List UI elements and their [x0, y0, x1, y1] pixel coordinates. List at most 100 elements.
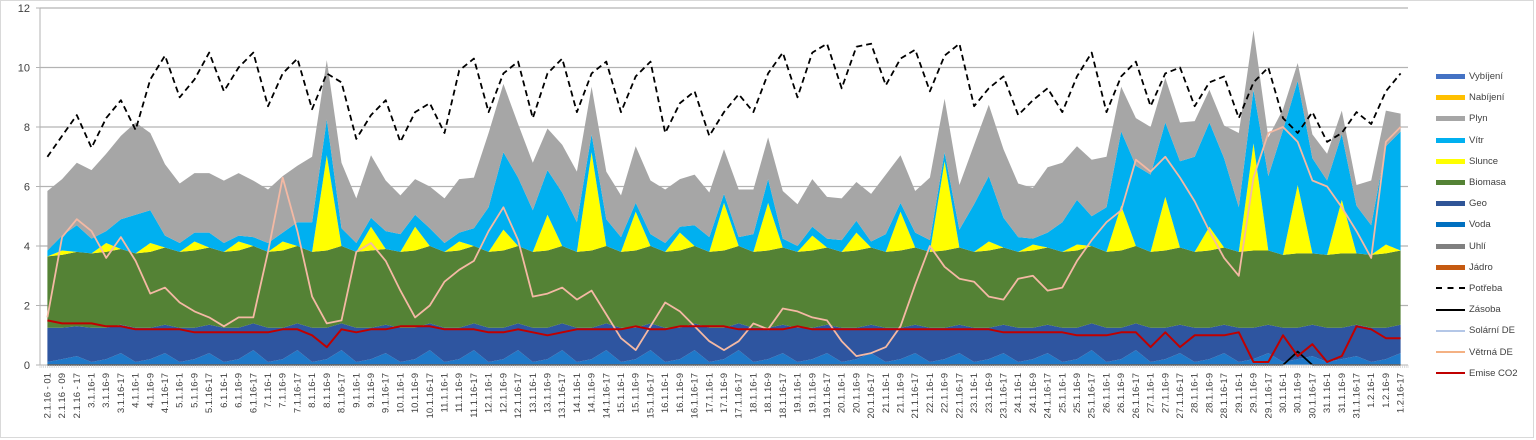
- legend-item: Vítr: [1436, 130, 1536, 151]
- legend-swatch: [1436, 95, 1465, 101]
- legend-swatch: [1436, 222, 1465, 228]
- x-tick-label: 3.1.16-17: [116, 373, 127, 413]
- y-tick-label: 10: [18, 63, 30, 75]
- x-tick-label: 10.1.16-9: [410, 373, 421, 413]
- x-tick-label: 2.1.16 - 01: [42, 373, 53, 418]
- x-tick-label: 17.1.16-1: [704, 373, 715, 413]
- x-tick-label: 28.1.16-17: [1219, 373, 1230, 418]
- x-tick-label: 9.1.16-9: [366, 373, 377, 408]
- x-tick-label: 11.1.16-1: [440, 373, 451, 412]
- x-tick-label: 8.1.16-9: [322, 373, 333, 408]
- legend-label: Nabíjení: [1469, 92, 1505, 104]
- y-tick-label: 2: [24, 301, 30, 313]
- x-tick-label: 3.1.16-1: [87, 373, 98, 408]
- legend-item: Slunce: [1436, 151, 1536, 172]
- legend-item: Potřeba: [1436, 278, 1536, 299]
- legend-item: Uhlí: [1436, 236, 1536, 257]
- x-tick-label: 16.1.16-17: [690, 373, 701, 418]
- x-tick-label: 10.1.16-1: [395, 373, 406, 413]
- x-tick-label: 27.1.16-17: [1175, 373, 1186, 418]
- x-tick-label: 24.1.16-1: [1013, 373, 1024, 413]
- area-voda: [47, 350, 1401, 365]
- x-tick-label: 28.1.16-9: [1204, 373, 1215, 413]
- x-tick-label: 10.1.16-17: [425, 373, 436, 418]
- x-tick-label: 20.1.16-1: [837, 373, 848, 413]
- legend-label: Uhlí: [1469, 240, 1486, 252]
- x-tick-label: 7.1.16-17: [292, 373, 303, 413]
- y-axis: 0 2 4 6 8 10 12: [18, 3, 41, 372]
- x-tick-label: 11.1.16-17: [469, 373, 480, 418]
- legend-swatch: [1436, 74, 1465, 80]
- x-tick-label: 16.1.16-9: [675, 373, 686, 413]
- legend-item: Solární DE: [1436, 320, 1536, 341]
- x-tick-label: 23.1.16-9: [984, 373, 995, 413]
- x-tick-label: 25.1.16-17: [1087, 373, 1098, 418]
- x-tick-label: 15.1.16-1: [616, 373, 627, 413]
- x-tick-label: 18.1.16-9: [763, 373, 774, 413]
- x-tick-label: 2.1.16 - 17: [72, 373, 83, 418]
- legend-label: Vybíjení: [1469, 71, 1503, 83]
- line-v-trn-de: [46, 126, 1402, 357]
- x-tick-label: 8.1.16-1: [307, 373, 318, 408]
- x-tick-label: 31.1.16-17: [1352, 373, 1363, 418]
- legend-line-icon: [1436, 308, 1465, 311]
- x-tick-label: 30.1.16-9: [1293, 373, 1304, 413]
- legend-swatch: [1436, 116, 1465, 122]
- legend-label: Větrná DE: [1469, 346, 1513, 358]
- x-tick-label: 4.1.16-1: [131, 373, 142, 408]
- x-tick-label: 6.1.16-1: [219, 373, 230, 408]
- x-tick-label: 14.1.16-17: [601, 373, 612, 418]
- x-tick-label: 29.1.16-17: [1263, 373, 1274, 418]
- legend-swatch: [1436, 201, 1465, 207]
- legend-label: Jádro: [1469, 261, 1493, 273]
- x-tick-label: 31.1.16-9: [1337, 373, 1348, 413]
- legend-item: Voda: [1436, 214, 1536, 235]
- legend-item: Plyn: [1436, 108, 1536, 129]
- y-tick-label: 12: [18, 3, 30, 15]
- x-tick-label: 4.1.16-17: [160, 373, 171, 413]
- legend-item: Zásoba: [1436, 299, 1536, 320]
- legend-label: Zásoba: [1469, 304, 1501, 316]
- x-tick-label: 2.1.16 - 09: [57, 373, 68, 418]
- x-tick-label: 31.1.16-1: [1322, 373, 1333, 413]
- x-tick-label: 1.2.16-1: [1366, 373, 1377, 408]
- legend-label: Biomasa: [1469, 177, 1506, 189]
- y-tick-label: 4: [24, 241, 30, 253]
- x-tick-label: 26.1.16-1: [1102, 373, 1113, 413]
- x-tick-label: 24.1.16-9: [1028, 373, 1039, 413]
- x-tick-label: 25.1.16-9: [1072, 373, 1083, 413]
- x-tick-label: 22.1.16-1: [925, 373, 936, 413]
- x-tick-label: 24.1.16-17: [1043, 373, 1054, 418]
- x-tick-label: 21.1.16-9: [896, 373, 907, 413]
- x-tick-label: 30.1.16-1: [1278, 373, 1289, 413]
- x-tick-label: 4.1.16-9: [145, 373, 156, 408]
- x-tick-label: 17.1.16-9: [719, 373, 730, 413]
- x-tick-label: 19.1.16-1: [793, 373, 804, 413]
- x-tick-label: 7.1.16-1: [263, 373, 274, 408]
- x-tick-label: 26.1.16-17: [1131, 373, 1142, 418]
- x-tick-label: 12.1.16-9: [498, 373, 509, 413]
- y-tick-label: 6: [24, 182, 30, 194]
- x-tick-label: 6.1.16-9: [234, 373, 245, 408]
- x-tick-label: 20.1.16-17: [866, 373, 877, 418]
- x-tick-label: 23.1.16-1: [969, 373, 980, 413]
- legend-label: Voda: [1469, 219, 1491, 231]
- legend-label: Solární DE: [1469, 325, 1515, 337]
- legend-label: Potřeba: [1469, 282, 1503, 294]
- legend-label: Vítr: [1469, 134, 1484, 146]
- legend: Vybíjení Nabíjení Plyn Vítr Slunce Biomasa Geo…: [1436, 66, 1536, 384]
- y-tick-label: 0: [24, 360, 30, 372]
- x-tick-label: 26.1.16-9: [1116, 373, 1127, 413]
- x-tick-label: 13.1.16-9: [543, 373, 554, 413]
- x-tick-label: 14.1.16-1: [572, 373, 583, 413]
- x-tick-label: 28.1.16-1: [1190, 373, 1201, 413]
- x-tick-label: 21.1.16-17: [910, 373, 921, 418]
- x-tick-label: 29.1.16-9: [1249, 373, 1260, 413]
- x-tick-label: 27.1.16-1: [1146, 373, 1157, 413]
- x-tick-label: 20.1.16-9: [851, 373, 862, 413]
- x-tick-label: 22.1.16-17: [954, 373, 965, 418]
- legend-item: Nabíjení: [1436, 87, 1536, 108]
- legend-swatch: [1436, 180, 1465, 186]
- x-tick-label: 15.1.16-9: [631, 373, 642, 413]
